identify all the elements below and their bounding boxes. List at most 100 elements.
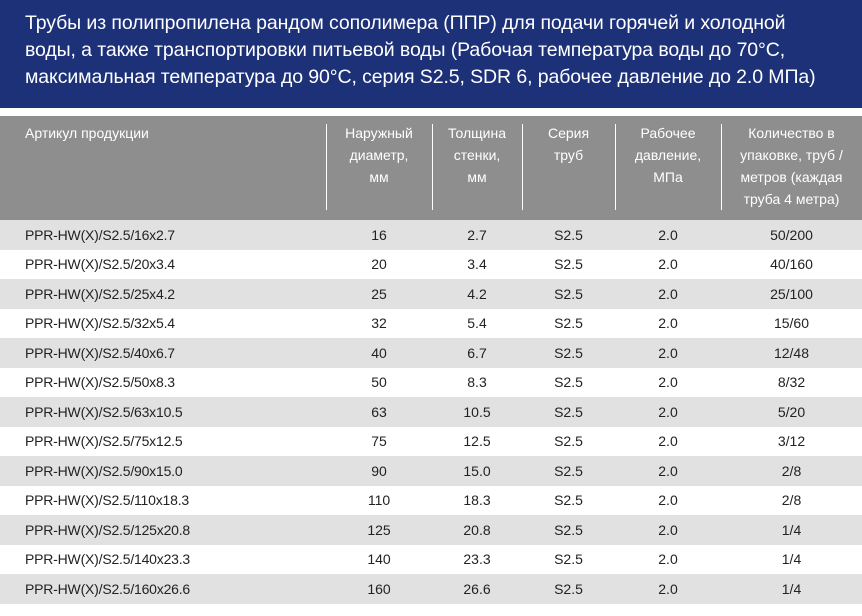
cell-pipe-series: S2.5 — [554, 580, 583, 597]
cell-article: PPR-HW(X)/S2.5/32x5.4 — [25, 315, 175, 332]
table-row: PPR-HW(X)/S2.5/90x15.0 90 15.0 S2.5 2.0 2/8 — [0, 456, 862, 486]
table-row: PPR-HW(X)/S2.5/40x6.7 40 6.7 S2.5 2.0 12/48 — [0, 338, 862, 368]
table-row: PPR-HW(X)/S2.5/16x2.7 16 2.7 S2.5 2.0 50/200 — [0, 220, 862, 250]
cell-outer-diameter: 160 — [367, 580, 391, 597]
cell-wall-thickness: 10.5 — [463, 403, 491, 420]
cell-article: PPR-HW(X)/S2.5/110x18.3 — [25, 492, 189, 509]
cell-package-quantity: 2/8 — [781, 462, 802, 479]
table-row: PPR-HW(X)/S2.5/25x4.2 25 4.2 S2.5 2.0 25/100 — [0, 279, 862, 309]
cell-wall-thickness: 8.3 — [467, 374, 487, 391]
table-row: PPR-HW(X)/S2.5/110x18.3 110 18.3 S2.5 2.0 2/8 — [0, 485, 862, 515]
cell-pipe-series: S2.5 — [554, 256, 583, 273]
cell-article: PPR-HW(X)/S2.5/140x23.3 — [25, 551, 191, 568]
cell-article: PPR-HW(X)/S2.5/20x3.4 — [25, 256, 175, 273]
table-header-row: Артикул продукции Наружный диаметр, мм Т… — [0, 116, 862, 220]
cell-outer-diameter: 125 — [367, 521, 391, 538]
cell-package-quantity: 40/160 — [770, 256, 813, 273]
cell-article: PPR-HW(X)/S2.5/160x26.6 — [25, 580, 191, 597]
cell-working-pressure: 2.0 — [658, 433, 678, 450]
cell-article: PPR-HW(X)/S2.5/25x4.2 — [25, 285, 175, 302]
cell-outer-diameter: 16 — [371, 226, 387, 243]
cell-pipe-series: S2.5 — [554, 403, 583, 420]
cell-pipe-series: S2.5 — [554, 433, 583, 450]
cell-working-pressure: 2.0 — [658, 374, 678, 391]
cell-working-pressure: 2.0 — [658, 226, 678, 243]
cell-working-pressure: 2.0 — [658, 551, 678, 568]
cell-article: PPR-HW(X)/S2.5/50x8.3 — [25, 374, 175, 391]
cell-article: PPR-HW(X)/S2.5/16x2.7 — [25, 226, 175, 243]
cell-pipe-series: S2.5 — [554, 462, 583, 479]
cell-outer-diameter: 90 — [371, 462, 387, 479]
cell-wall-thickness: 2.7 — [467, 226, 487, 243]
header-article: Артикул продукции — [25, 125, 149, 141]
cell-working-pressure: 2.0 — [658, 580, 678, 597]
table-row: PPR-HW(X)/S2.5/160x26.6 160 26.6 S2.5 2.0 1/4 — [0, 574, 862, 604]
cell-article: PPR-HW(X)/S2.5/63x10.5 — [25, 403, 183, 420]
cell-package-quantity: 3/12 — [777, 433, 806, 450]
cell-wall-thickness: 3.4 — [467, 256, 487, 273]
cell-pipe-series: S2.5 — [554, 285, 583, 302]
cell-package-quantity: 2/8 — [781, 492, 802, 509]
cell-outer-diameter: 110 — [367, 492, 391, 509]
cell-working-pressure: 2.0 — [658, 492, 678, 509]
table-row: PPR-HW(X)/S2.5/125x20.8 125 20.8 S2.5 2.0 1/4 — [0, 515, 862, 545]
header-package-quantity: Количество в упаковке, труб / метров (ка… — [721, 116, 862, 220]
cell-package-quantity: 12/48 — [773, 344, 810, 361]
cell-working-pressure: 2.0 — [658, 462, 678, 479]
header-wall-thickness: Толщина стенки, мм — [432, 116, 522, 220]
cell-outer-diameter: 40 — [371, 344, 387, 361]
cell-pipe-series: S2.5 — [554, 315, 583, 332]
cell-article: PPR-HW(X)/S2.5/75x12.5 — [25, 433, 183, 450]
cell-outer-diameter: 63 — [371, 403, 387, 420]
cell-article: PPR-HW(X)/S2.5/40x6.7 — [25, 344, 175, 361]
cell-wall-thickness: 4.2 — [467, 285, 487, 302]
title-line: максимальная температура до 90°С, серия … — [25, 66, 816, 88]
header-pipe-series: Серия труб — [522, 116, 615, 220]
table-row: PPR-HW(X)/S2.5/63x10.5 63 10.5 S2.5 2.0 5/20 — [0, 397, 862, 427]
cell-working-pressure: 2.0 — [658, 256, 678, 273]
cell-wall-thickness: 12.5 — [463, 433, 491, 450]
cell-pipe-series: S2.5 — [554, 492, 583, 509]
cell-package-quantity: 50/200 — [770, 226, 813, 243]
title-line: Трубы из полипропилена рандом сополимера… — [25, 12, 786, 34]
cell-working-pressure: 2.0 — [658, 521, 678, 538]
cell-package-quantity: 5/20 — [777, 403, 806, 420]
cell-package-quantity: 8/32 — [777, 374, 806, 391]
cell-outer-diameter: 20 — [371, 256, 387, 273]
cell-outer-diameter: 140 — [367, 551, 391, 568]
table-row: PPR-HW(X)/S2.5/50x8.3 50 8.3 S2.5 2.0 8/32 — [0, 367, 862, 397]
header-working-pressure: Рабочее давление, МПа — [615, 116, 721, 220]
cell-pipe-series: S2.5 — [554, 344, 583, 361]
cell-working-pressure: 2.0 — [658, 315, 678, 332]
cell-wall-thickness: 15.0 — [463, 462, 491, 479]
cell-working-pressure: 2.0 — [658, 344, 678, 361]
title-line: воды, а также транспортировки питьевой в… — [25, 39, 786, 61]
cell-package-quantity: 1/4 — [781, 580, 802, 597]
cell-working-pressure: 2.0 — [658, 403, 678, 420]
document-title-banner: Трубы из полипропилена рандом сополимера… — [0, 0, 862, 108]
cell-wall-thickness: 18.3 — [463, 492, 491, 509]
table-row: PPR-HW(X)/S2.5/20x3.4 20 3.4 S2.5 2.0 40/160 — [0, 249, 862, 279]
cell-outer-diameter: 25 — [371, 285, 387, 302]
cell-package-quantity: 15/60 — [773, 315, 810, 332]
table-row: PPR-HW(X)/S2.5/32x5.4 32 5.4 S2.5 2.0 15/60 — [0, 308, 862, 338]
table-row: PPR-HW(X)/S2.5/75x12.5 75 12.5 S2.5 2.0 3/12 — [0, 426, 862, 456]
cell-pipe-series: S2.5 — [554, 521, 583, 538]
cell-package-quantity: 25/100 — [770, 285, 813, 302]
cell-pipe-series: S2.5 — [554, 551, 583, 568]
cell-package-quantity: 1/4 — [781, 551, 802, 568]
pipe-spec-table: Артикул продукции Наружный диаметр, мм Т… — [0, 116, 862, 604]
cell-working-pressure: 2.0 — [658, 285, 678, 302]
cell-outer-diameter: 32 — [371, 315, 387, 332]
cell-outer-diameter: 75 — [371, 433, 387, 450]
cell-wall-thickness: 5.4 — [467, 315, 487, 332]
cell-wall-thickness: 20.8 — [463, 521, 491, 538]
cell-article: PPR-HW(X)/S2.5/90x15.0 — [25, 462, 183, 479]
cell-package-quantity: 1/4 — [781, 521, 802, 538]
cell-wall-thickness: 26.6 — [463, 580, 491, 597]
table-row: PPR-HW(X)/S2.5/140x23.3 140 23.3 S2.5 2.0 1/4 — [0, 544, 862, 574]
cell-wall-thickness: 6.7 — [467, 344, 487, 361]
header-outer-diameter: Наружный диаметр, мм — [326, 116, 432, 220]
cell-outer-diameter: 50 — [371, 374, 387, 391]
cell-pipe-series: S2.5 — [554, 374, 583, 391]
